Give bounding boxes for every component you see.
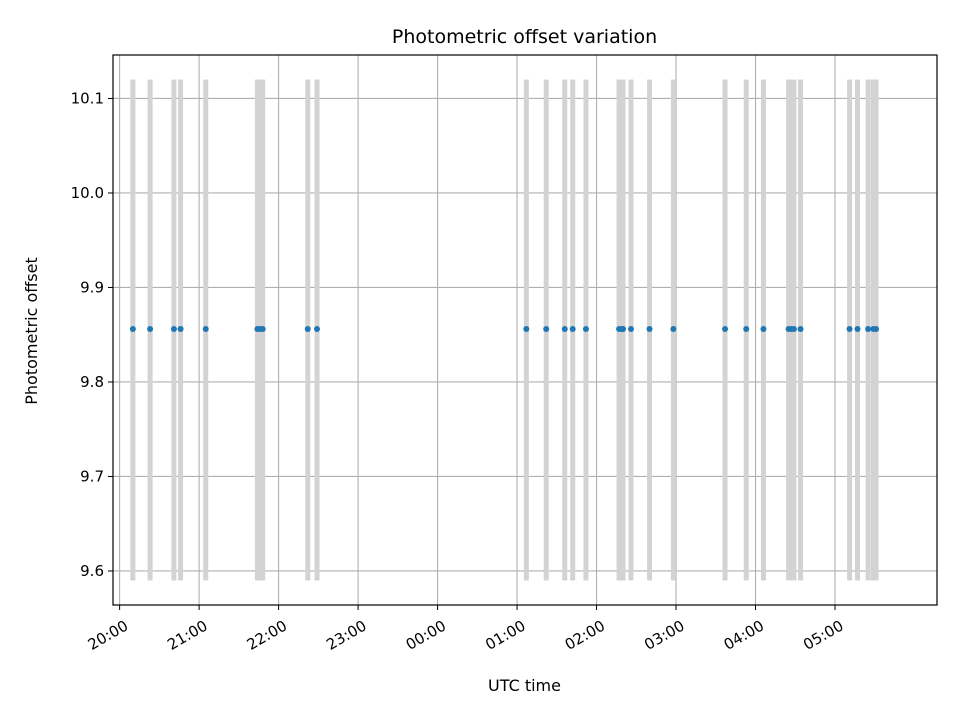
y-axis-title: Photometric offset <box>22 257 41 405</box>
data-point <box>569 326 576 333</box>
data-point <box>561 326 568 333</box>
data-point <box>304 326 311 333</box>
data-point <box>129 326 136 333</box>
chart-title: Photometric offset variation <box>392 26 657 48</box>
y-tick-label: 9.7 <box>80 467 104 485</box>
data-point <box>259 326 266 333</box>
data-point <box>722 326 729 333</box>
axes-frame <box>112 54 938 606</box>
data-point <box>170 326 177 333</box>
data-point <box>627 326 634 333</box>
data-point <box>523 326 530 333</box>
data-point <box>543 326 550 333</box>
data-point <box>743 326 750 333</box>
data-point <box>646 326 653 333</box>
data-point <box>582 326 589 333</box>
data-point <box>620 326 627 333</box>
y-tick-label: 9.9 <box>80 278 104 296</box>
data-point <box>797 326 804 333</box>
data-point <box>873 326 880 333</box>
data-point <box>147 326 154 333</box>
x-axis-title: UTC time <box>488 676 561 695</box>
data-point <box>854 326 861 333</box>
y-tick-label: 9.8 <box>80 373 104 391</box>
data-point <box>177 326 184 333</box>
data-point <box>865 326 872 333</box>
data-point <box>760 326 767 333</box>
y-tick-label: 10.1 <box>71 89 104 107</box>
y-tick-label: 10.0 <box>71 184 104 202</box>
data-point <box>314 326 321 333</box>
data-point <box>846 326 853 333</box>
y-tick-label: 9.6 <box>80 562 104 580</box>
data-point <box>670 326 677 333</box>
data-point <box>790 326 797 333</box>
data-point <box>202 326 209 333</box>
